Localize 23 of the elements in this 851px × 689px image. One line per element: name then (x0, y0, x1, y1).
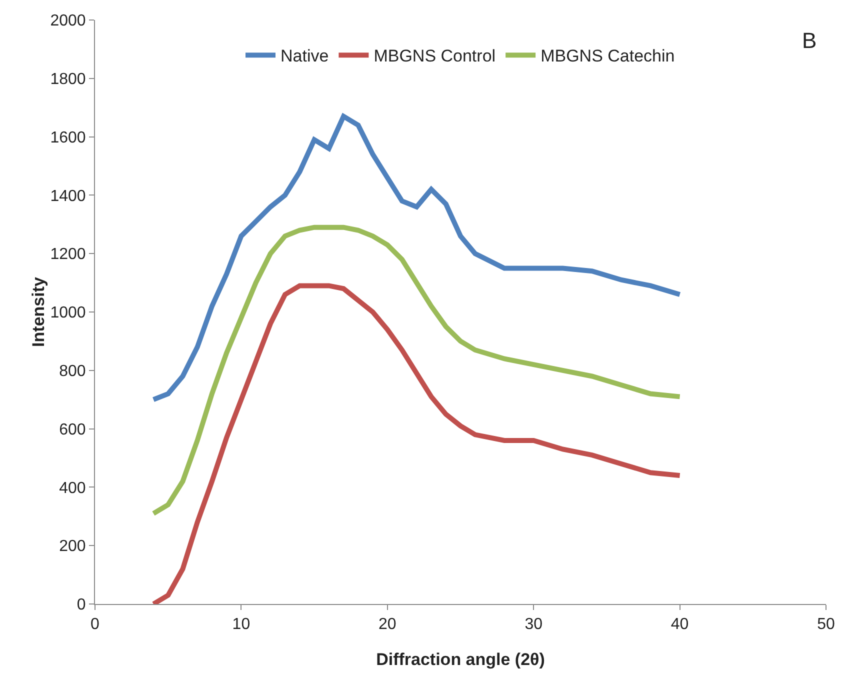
y-tick-label: 800 (59, 363, 86, 380)
y-tick-label: 2000 (50, 12, 86, 30)
y-tick-label: 400 (59, 480, 86, 497)
x-tick-label: 10 (232, 616, 250, 634)
x-tick-label: 20 (378, 616, 396, 634)
y-tick-label: 0 (76, 596, 86, 614)
x-tick-label: 0 (90, 616, 100, 634)
y-tick-label: 1000 (50, 304, 86, 322)
x-tick-label: 40 (670, 616, 689, 634)
y-tick-label: 1400 (50, 188, 86, 205)
y-tick-label: 200 (59, 538, 86, 556)
x-tick-label: 50 (817, 616, 835, 634)
y-tick-label: 1800 (50, 71, 86, 88)
annotation: B (802, 28, 817, 53)
x-tick-label: 30 (524, 616, 543, 634)
y-tick-label: 600 (59, 421, 86, 438)
legend-label: MBGNS Control (374, 46, 496, 66)
y-axis-title: Intensity (29, 276, 48, 347)
y-tick-label: 1200 (50, 246, 86, 264)
y-tick-label: 1600 (50, 129, 86, 146)
legend-label: MBGNS Catechin (540, 46, 675, 66)
x-axis-title: Diffraction angle (2θ) (376, 650, 545, 669)
legend-label: Native (280, 46, 329, 66)
